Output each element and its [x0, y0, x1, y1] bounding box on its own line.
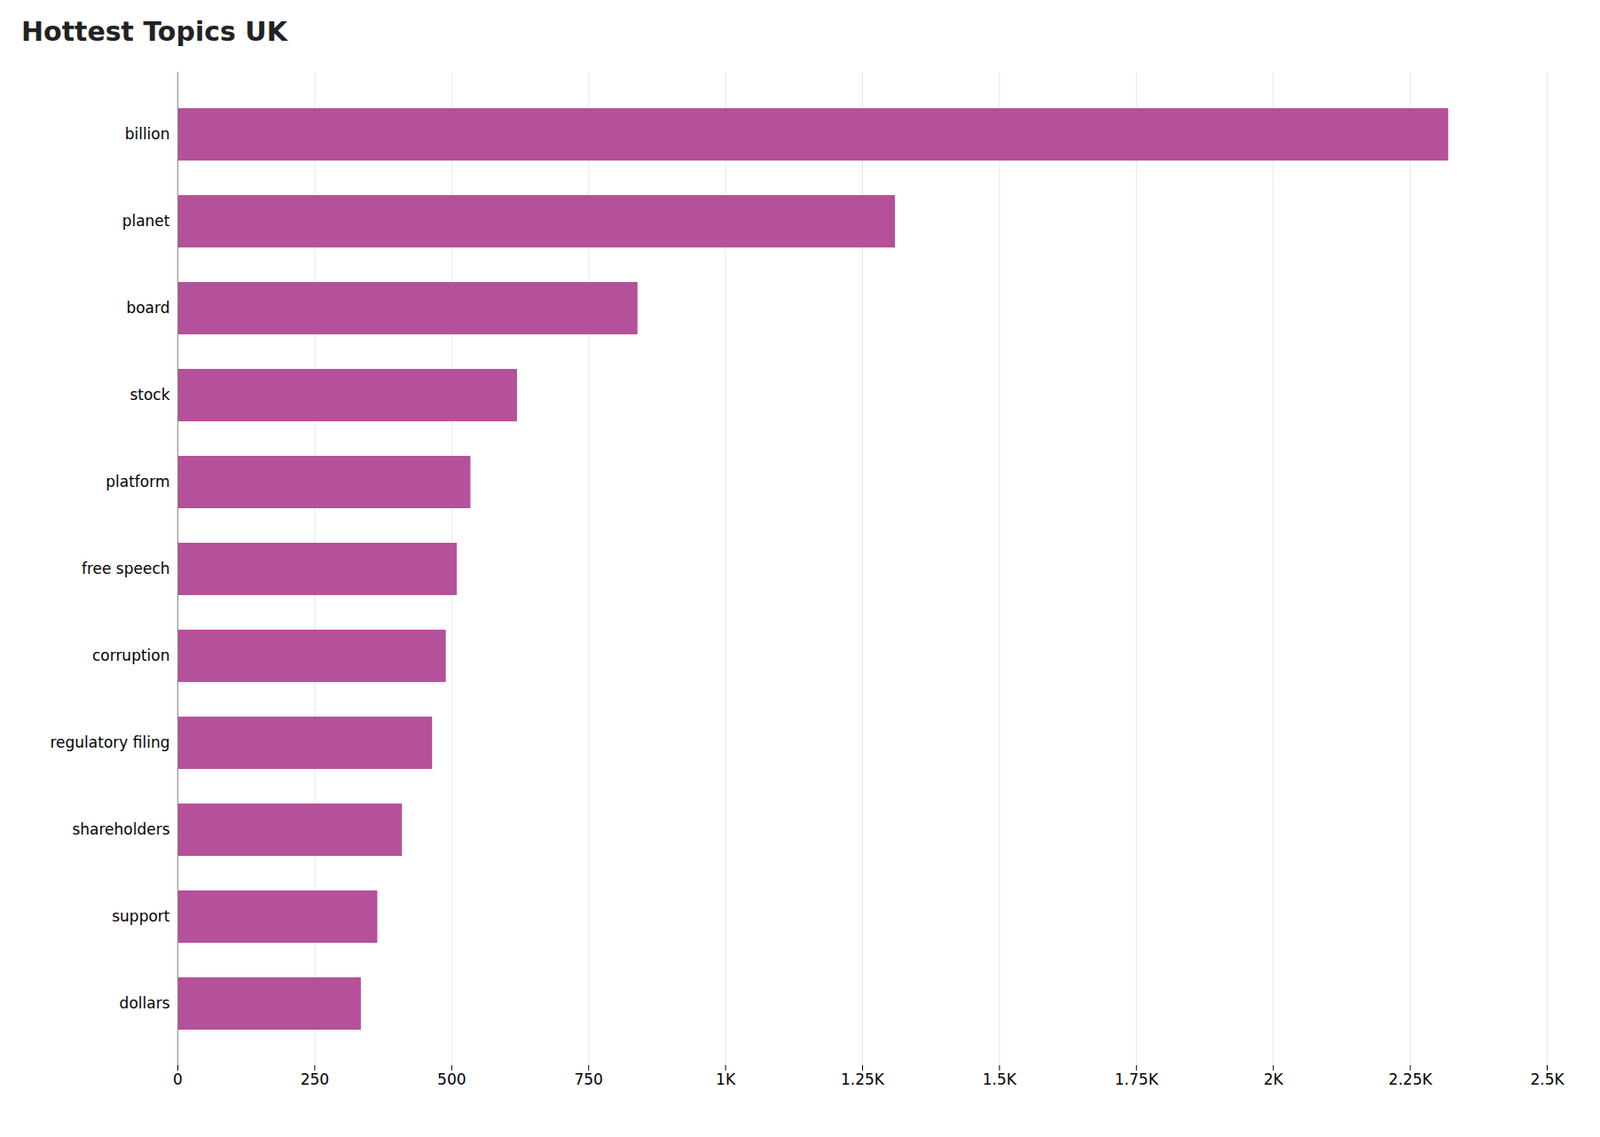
svg-text:billion: billion — [125, 125, 171, 143]
svg-text:free speech: free speech — [81, 559, 171, 578]
svg-text:750: 750 — [573, 1070, 603, 1089]
svg-text:stock: stock — [129, 385, 170, 404]
svg-text:250: 250 — [300, 1070, 330, 1089]
svg-text:1.75K: 1.75K — [1114, 1070, 1160, 1089]
svg-text:shareholders: shareholders — [71, 820, 170, 839]
svg-text:planet: planet — [122, 211, 171, 230]
svg-text:1.5K: 1.5K — [982, 1070, 1018, 1089]
svg-text:2K: 2K — [1263, 1070, 1285, 1089]
svg-text:support: support — [111, 907, 171, 926]
svg-text:0: 0 — [172, 1070, 183, 1089]
svg-text:2.25K: 2.25K — [1388, 1070, 1434, 1089]
svg-text:500: 500 — [437, 1070, 466, 1089]
svg-text:dollars: dollars — [119, 994, 171, 1012]
html-text:Hottest Topics UK: Hottest Topics UK — [21, 15, 288, 48]
svg-text:platform: platform — [105, 472, 170, 491]
svg-text:1K: 1K — [715, 1070, 737, 1089]
svg-text:2.5K: 2.5K — [1529, 1070, 1565, 1089]
svg-text:corruption: corruption — [92, 646, 171, 665]
svg-text:board: board — [125, 298, 170, 317]
svg-text:regulatory filing: regulatory filing — [49, 733, 170, 752]
svg-text:1.25K: 1.25K — [840, 1070, 886, 1089]
